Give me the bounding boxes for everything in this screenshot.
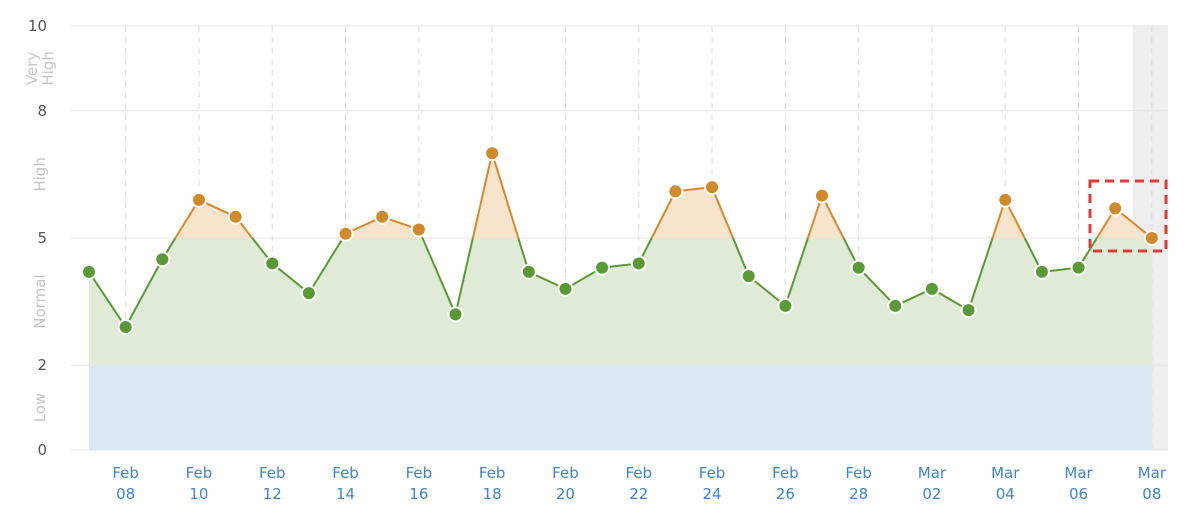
area-low (89, 365, 1152, 450)
x-tick-label: Feb (625, 464, 652, 482)
series-line-segment (421, 237, 457, 315)
x-tick-label: Feb (845, 464, 872, 482)
series-line-segment (454, 237, 474, 315)
area-normal (89, 238, 1152, 366)
area-high (89, 153, 1152, 238)
data-point[interactable] (923, 280, 940, 297)
y-tick-label: 10 (28, 17, 47, 35)
x-tick-label: 20 (556, 485, 575, 503)
x-tick-label: Feb (332, 464, 359, 482)
series-line-segment (88, 271, 127, 328)
data-point[interactable] (814, 187, 830, 204)
data-point[interactable] (227, 208, 244, 225)
x-tick-label: Mar (991, 464, 1020, 482)
data-point[interactable] (374, 208, 391, 225)
data-point[interactable] (1033, 263, 1050, 280)
data-point[interactable] (81, 263, 97, 280)
x-tick-label: Feb (259, 464, 286, 482)
data-point[interactable] (117, 319, 134, 336)
x-tick-label: Feb (552, 464, 579, 482)
data-point[interactable] (1107, 200, 1124, 217)
data-point[interactable] (410, 221, 427, 238)
data-point[interactable] (704, 179, 721, 196)
data-point[interactable] (447, 306, 464, 323)
band-label-group: Normal (31, 274, 49, 328)
data-point[interactable] (300, 285, 317, 302)
data-point[interactable] (777, 297, 794, 314)
data-point[interactable] (264, 255, 281, 272)
data-point[interactable] (887, 297, 904, 314)
y-tick-label: 8 (37, 102, 47, 120)
x-tick-label: 14 (336, 485, 355, 503)
x-tick-label: 22 (629, 485, 648, 503)
x-tick-label: Feb (186, 464, 213, 482)
data-point[interactable] (850, 259, 867, 276)
x-tick-label: 24 (703, 485, 722, 503)
x-tick-label: 18 (483, 485, 502, 503)
data-point[interactable] (630, 255, 647, 272)
data-point[interactable] (520, 263, 537, 280)
x-tick-label: 04 (996, 485, 1015, 503)
x-tick-label: 16 (409, 485, 428, 503)
x-tick-label: 08 (1142, 485, 1161, 503)
x-tick-label: Mar (1138, 464, 1167, 482)
band-label: High (31, 157, 49, 191)
band-label: High (39, 51, 57, 85)
data-point[interactable] (484, 145, 501, 162)
series-line-segment (471, 152, 494, 239)
data-point[interactable] (337, 225, 354, 242)
series-line-segment (308, 237, 344, 294)
data-point[interactable] (594, 259, 611, 276)
x-tick-label: 10 (189, 485, 208, 503)
y-tick-label: 5 (37, 229, 47, 247)
data-point[interactable] (960, 302, 977, 319)
x-tick-label: Feb (772, 464, 799, 482)
x-tick-label: 28 (849, 485, 868, 503)
series-line-segment (784, 237, 809, 307)
series-line-segment (650, 190, 677, 239)
data-point[interactable] (1143, 230, 1160, 246)
annotation-box (1088, 179, 1168, 253)
series-line-segment (124, 258, 164, 328)
band-label-group: High (31, 157, 49, 191)
x-tick-label: Mar (918, 464, 947, 482)
data-point[interactable] (190, 191, 207, 208)
x-tick-label: 12 (263, 485, 282, 503)
band-label: Very (23, 52, 41, 85)
data-point[interactable] (154, 251, 171, 268)
series-line-segment (857, 266, 897, 307)
data-point[interactable] (557, 280, 574, 297)
x-tick-label: Feb (112, 464, 139, 482)
data-point[interactable] (1070, 259, 1087, 276)
y-tick-label: 0 (37, 441, 47, 459)
band-label-group: Low (31, 393, 49, 423)
x-tick-label: 08 (116, 485, 135, 503)
band-label: Normal (31, 274, 49, 328)
x-tick-label: Feb (699, 464, 726, 482)
band-label: Low (31, 393, 49, 423)
y-tick-label: 2 (37, 356, 47, 374)
x-tick-label: 26 (776, 485, 795, 503)
x-tick-label: 02 (922, 485, 941, 503)
x-tick-label: 06 (1069, 485, 1088, 503)
data-point[interactable] (997, 191, 1014, 208)
series-line-segment (711, 186, 734, 239)
data-point[interactable] (667, 183, 684, 200)
x-tick-label: Mar (1064, 464, 1093, 482)
x-tick-label: Feb (406, 464, 433, 482)
x-tick-label: Feb (479, 464, 506, 482)
data-point[interactable] (740, 268, 757, 285)
series-line-segment (491, 152, 520, 239)
series-line-segment (967, 237, 994, 311)
